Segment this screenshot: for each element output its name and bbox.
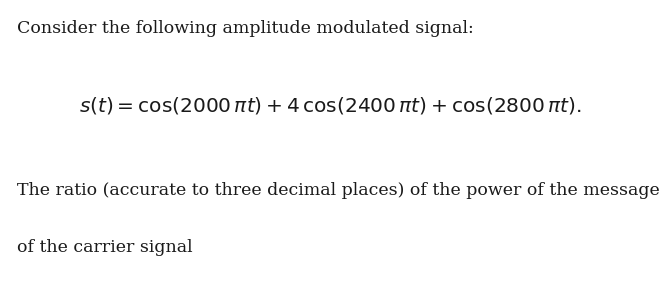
Text: $s(t) = \cos(2000\,\pi t) + 4\,\cos(2400\,\pi t) + \cos(2800\,\pi t).$: $s(t) = \cos(2000\,\pi t) + 4\,\cos(2400… <box>79 95 582 116</box>
Text: Consider the following amplitude modulated signal:: Consider the following amplitude modulat… <box>17 20 473 37</box>
Text: of the carrier signal: of the carrier signal <box>17 239 192 256</box>
Text: The ratio (accurate to three decimal places) of the power of the message signal : The ratio (accurate to three decimal pla… <box>17 182 661 199</box>
